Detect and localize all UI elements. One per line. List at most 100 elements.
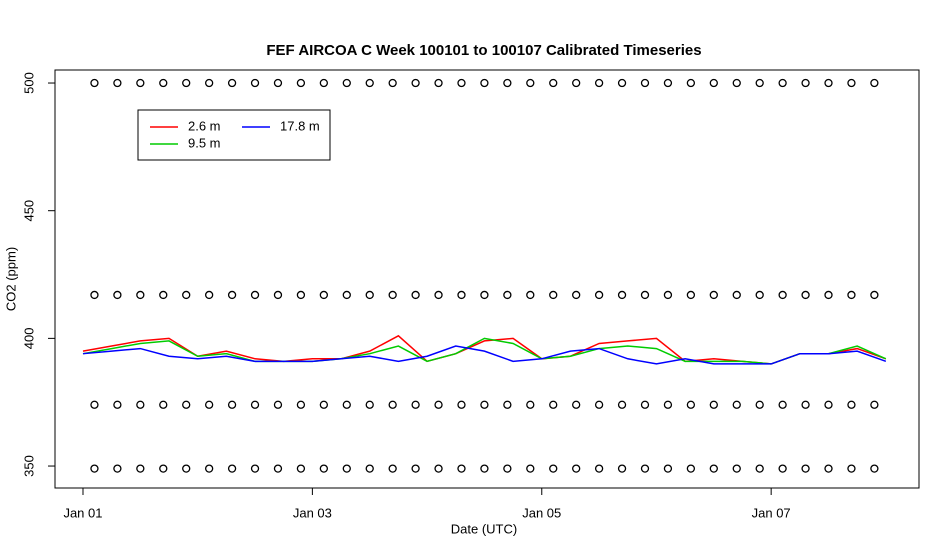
marker — [136, 464, 145, 473]
marker — [388, 464, 397, 473]
marker — [388, 400, 397, 409]
marker — [594, 78, 604, 88]
marker — [503, 400, 512, 409]
legend-box — [137, 109, 331, 161]
marker — [824, 400, 833, 409]
y-tick-label: 450 — [21, 200, 36, 222]
marker — [250, 290, 260, 300]
marker — [801, 78, 810, 88]
marker — [824, 290, 833, 300]
marker — [480, 78, 489, 88]
marker — [778, 400, 787, 409]
marker — [159, 78, 168, 88]
marker — [90, 290, 99, 300]
marker — [365, 464, 374, 473]
marker — [205, 400, 214, 409]
series-line — [82, 334, 887, 365]
marker — [250, 464, 260, 473]
marker — [549, 400, 558, 409]
chart-title: FEF AIRCOA C Week 100101 to 100107 Calib… — [266, 42, 701, 59]
y-tick-label: 500 — [21, 72, 36, 94]
marker — [136, 400, 145, 409]
marker — [617, 78, 627, 88]
marker — [870, 400, 879, 409]
marker — [434, 78, 443, 88]
marker — [778, 78, 787, 88]
marker — [526, 78, 535, 88]
marker — [457, 464, 466, 473]
marker — [617, 464, 627, 473]
x-tick-label: Jan 07 — [752, 505, 791, 520]
marker — [709, 464, 718, 473]
marker — [503, 464, 512, 473]
marker — [250, 400, 260, 409]
marker — [411, 464, 420, 473]
marker — [365, 400, 374, 409]
marker — [319, 290, 328, 300]
marker — [227, 78, 237, 88]
marker — [709, 78, 718, 88]
marker — [572, 464, 581, 473]
marker — [296, 290, 306, 300]
marker — [594, 290, 604, 300]
marker — [594, 400, 604, 409]
marker — [90, 400, 99, 409]
marker — [411, 78, 420, 88]
marker — [755, 78, 764, 88]
marker — [755, 290, 764, 300]
marker — [319, 78, 328, 88]
marker — [709, 400, 718, 409]
marker — [159, 464, 168, 473]
marker — [319, 400, 328, 409]
marker — [136, 78, 145, 88]
x-tick-label: Jan 01 — [63, 505, 102, 520]
marker — [732, 464, 741, 473]
marker — [365, 290, 374, 300]
marker — [159, 400, 168, 409]
marker — [526, 290, 535, 300]
marker — [411, 290, 420, 300]
marker — [732, 78, 741, 88]
marker — [136, 290, 145, 300]
marker — [663, 290, 673, 300]
marker — [480, 400, 489, 409]
marker — [227, 464, 237, 473]
marker — [90, 464, 99, 473]
y-tick-label: 400 — [21, 328, 36, 350]
marker — [113, 464, 122, 473]
marker — [572, 290, 581, 300]
marker — [434, 400, 443, 409]
y-axis-label: CO2 (ppm) — [3, 247, 18, 311]
plot-frame — [54, 69, 920, 489]
marker — [640, 464, 650, 473]
marker — [342, 400, 351, 409]
marker — [847, 464, 856, 473]
marker — [388, 290, 397, 300]
marker — [870, 78, 879, 88]
marker — [480, 290, 489, 300]
marker — [182, 290, 191, 300]
marker — [640, 78, 650, 88]
marker — [686, 400, 696, 409]
marker — [273, 464, 283, 473]
marker — [778, 464, 787, 473]
marker — [182, 400, 191, 409]
marker — [640, 290, 650, 300]
marker — [273, 400, 283, 409]
marker — [227, 400, 237, 409]
y-tick-label: 350 — [21, 455, 36, 477]
marker — [457, 290, 466, 300]
marker — [457, 78, 466, 88]
marker — [663, 400, 673, 409]
marker — [113, 78, 122, 88]
marker — [205, 464, 214, 473]
marker — [847, 78, 856, 88]
marker — [732, 290, 741, 300]
marker — [296, 78, 306, 88]
marker — [686, 78, 696, 88]
marker — [503, 78, 512, 88]
marker — [503, 290, 512, 300]
marker — [182, 78, 191, 88]
marker — [342, 464, 351, 473]
marker — [824, 78, 833, 88]
